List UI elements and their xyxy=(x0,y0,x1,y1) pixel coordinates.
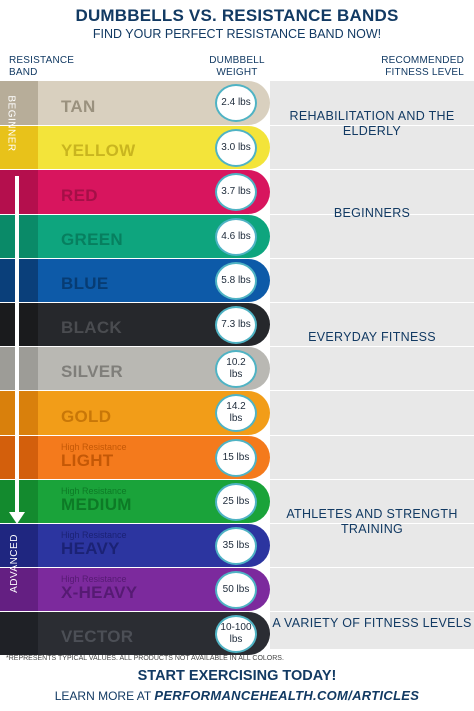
weight-header-line2: WEIGHT xyxy=(216,67,258,78)
band-name: HEAVY xyxy=(61,539,120,559)
band-name: BLACK xyxy=(61,318,122,338)
band-swatch-edge xyxy=(0,435,38,479)
band-prefix: High Resistance xyxy=(61,529,127,540)
weight-badge: 3.0 lbs xyxy=(215,129,257,168)
weight-badge: 10-100 lbs xyxy=(215,615,257,654)
band-row: High Resistance MEDIUM 25 lbs xyxy=(0,478,474,523)
beginner-label: BEGINNER xyxy=(5,95,17,152)
band-swatch-edge xyxy=(0,81,38,126)
band-name: BLUE xyxy=(61,273,109,293)
band-row: SILVER 10.2 lbs xyxy=(0,346,474,391)
learn-more-prefix: LEARN MORE AT xyxy=(54,689,151,703)
band-swatch-edge xyxy=(0,523,38,568)
fitness-level-everyday: EVERYDAY FITNESS xyxy=(308,330,436,344)
band-swatch-edge xyxy=(0,568,38,612)
band-prefix: High Resistance xyxy=(61,441,127,452)
band-row: YELLOW 3.0 lbs xyxy=(0,125,474,170)
progression-arrow-head-icon xyxy=(9,512,25,524)
band-rows: TAN 2.4 lbs YELLOW 3.0 lbs RED 3.7 lbs G… xyxy=(0,81,474,656)
weight-badge: 10.2 lbs xyxy=(215,350,257,389)
band-swatch-edge xyxy=(0,347,38,391)
weight-badge: 2.4 lbs xyxy=(215,84,257,122)
band-header-line1: RESISTANCE xyxy=(9,55,75,66)
band-name: SILVER xyxy=(61,362,123,382)
band-swatch-edge xyxy=(0,214,38,258)
band-name: GOLD xyxy=(61,406,112,426)
band-header-line2: BAND xyxy=(9,67,38,78)
weight-badge: 35 lbs xyxy=(215,526,257,565)
articles-link[interactable]: PERFORMANCEHEALTH.COM/ARTICLES xyxy=(154,688,420,703)
weight-badge: 50 lbs xyxy=(215,571,257,610)
call-to-action: START EXERCISING TODAY! xyxy=(137,668,337,684)
page-title: DUMBBELLS VS. RESISTANCE BANDS xyxy=(75,6,399,25)
fitness-level-variety: A VARIETY OF FITNESS LEVELS xyxy=(272,616,472,630)
weight-header-line1: DUMBBELL xyxy=(209,55,265,66)
band-name: RED xyxy=(61,185,98,205)
band-prefix: High Resistance xyxy=(61,485,127,496)
page-subtitle: FIND YOUR PERFECT RESISTANCE BAND NOW! xyxy=(92,27,382,41)
level-header-line1: RECOMMENDED xyxy=(381,55,464,66)
resistance-band-column-header: RESISTANCE BAND xyxy=(9,55,74,79)
band-row: GREEN 4.6 lbs xyxy=(0,213,474,258)
band-swatch-edge xyxy=(0,391,38,435)
weight-badge: 4.6 lbs xyxy=(215,217,257,256)
band-name: TAN xyxy=(61,97,96,117)
weight-badge: 3.7 lbs xyxy=(215,173,257,212)
band-name: X-HEAVY xyxy=(61,583,138,603)
learn-more-line: LEARN MORE AT PERFORMANCEHEALTH.COM/ARTI… xyxy=(0,688,474,703)
fitness-level-column-header: RECOMMENDED FITNESS LEVEL xyxy=(381,55,464,79)
fitness-level-rehabilitation: REHABILITATION AND THE ELDERLY xyxy=(289,109,455,138)
weight-badge: 15 lbs xyxy=(215,438,257,477)
progression-arrow-shaft xyxy=(15,176,19,516)
band-swatch-edge xyxy=(0,258,38,302)
band-name: MEDIUM xyxy=(61,494,132,514)
weight-badge: 5.8 lbs xyxy=(215,261,257,300)
fitness-level-panel xyxy=(270,81,474,649)
band-swatch-edge xyxy=(0,612,38,656)
band-swatch-edge xyxy=(0,126,38,170)
weight-badge: 14.2 lbs xyxy=(215,394,257,433)
band-swatch-edge xyxy=(0,302,38,347)
band-name: YELLOW xyxy=(61,141,136,161)
band-swatch-edge xyxy=(0,170,38,214)
footnote: *REPRESENTS TYPICAL VALUES. ALL PRODUCTS… xyxy=(6,655,284,662)
level-header-line2: FITNESS LEVEL xyxy=(385,67,464,78)
band-row: BLACK 7.3 lbs xyxy=(0,301,474,347)
band-row: VECTOR 10-100 lbs xyxy=(0,611,474,656)
dumbbell-weight-column-header: DUMBBELL WEIGHT xyxy=(198,55,276,79)
fitness-level-athletes: ATHLETES AND STRENGTH TRAINING xyxy=(286,507,458,536)
band-row: TAN 2.4 lbs xyxy=(0,81,474,126)
band-row: High Resistance X-HEAVY 50 lbs xyxy=(0,567,474,612)
band-name: GREEN xyxy=(61,229,123,249)
band-name: LIGHT xyxy=(61,450,114,470)
advanced-label: ADVANCED xyxy=(8,534,20,593)
band-row: GOLD 14.2 lbs xyxy=(0,390,474,435)
band-row: High Resistance HEAVY 35 lbs xyxy=(0,522,474,568)
band-prefix: High Resistance xyxy=(61,574,127,585)
band-row: RED 3.7 lbs xyxy=(0,169,474,214)
fitness-level-beginners: BEGINNERS xyxy=(333,206,411,220)
band-row: BLUE 5.8 lbs xyxy=(0,257,474,302)
weight-badge: 7.3 lbs xyxy=(215,305,257,344)
band-row: High Resistance LIGHT 15 lbs xyxy=(0,434,474,479)
weight-badge: 25 lbs xyxy=(215,482,257,521)
band-name: VECTOR xyxy=(61,627,134,647)
